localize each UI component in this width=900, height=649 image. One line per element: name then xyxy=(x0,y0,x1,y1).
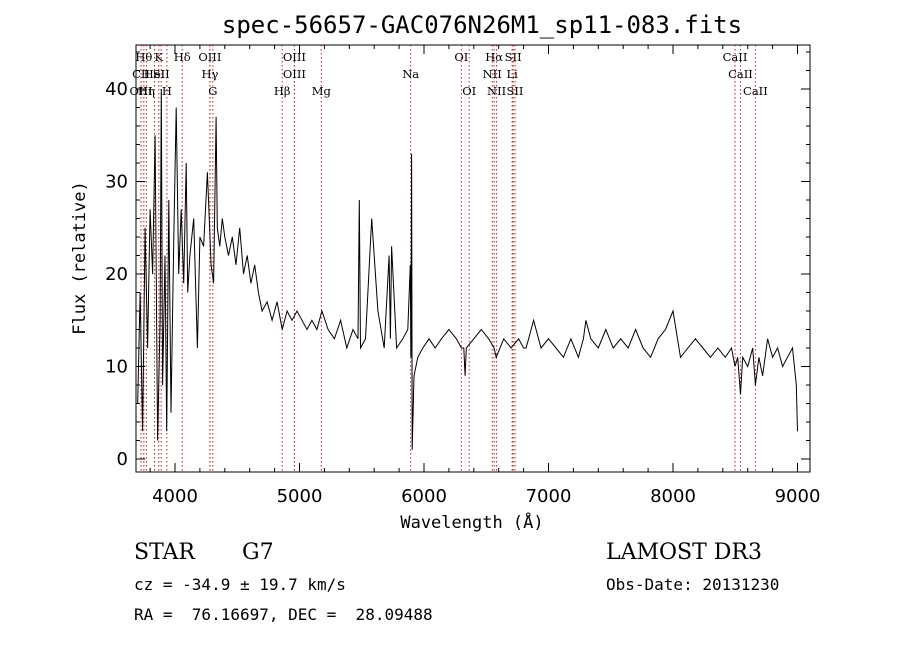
coordinates: RA = 76.16697, DEC = 28.09488 xyxy=(134,605,433,624)
line-marker-label: Na xyxy=(402,67,419,81)
line-marker-label: K xyxy=(155,50,164,64)
line-marker-label: Li xyxy=(506,67,518,81)
line-marker-label: OI xyxy=(454,50,468,64)
x-tick-label: 4000 xyxy=(152,486,198,507)
line-marker-label: Hη xyxy=(138,84,155,98)
line-marker-label: Hα xyxy=(485,50,503,64)
line-marker-label: Mg xyxy=(312,84,332,98)
line-marker-label: CaII xyxy=(723,50,748,64)
x-tick-label: 7000 xyxy=(526,486,572,507)
line-marker-label: Hβ xyxy=(274,84,291,98)
x-tick-label: 8000 xyxy=(650,486,696,507)
line-marker-label: SII xyxy=(153,67,170,81)
line-marker-label: OIII xyxy=(283,50,306,64)
y-axis-label: Flux (relative) xyxy=(70,181,90,335)
chart-title: spec-56657-GAC076N26M1_sp11-083.fits xyxy=(222,11,742,39)
axis-tick-labels: 4000 5000 6000 7000 8000 9000 0 10 20 30 40 xyxy=(105,79,820,507)
y-tick-label: 0 xyxy=(117,449,128,470)
y-tick-label: 30 xyxy=(105,172,128,193)
spectral-line-markers xyxy=(140,45,756,472)
y-tick-label: 20 xyxy=(105,264,128,285)
line-marker-label: HeI xyxy=(144,67,165,81)
x-axis-label: Wavelength (Å) xyxy=(400,511,543,533)
redshift-cz: cz = -34.9 ± 19.7 km/s xyxy=(134,575,346,594)
line-marker-label: H xyxy=(162,84,172,98)
line-marker-label: Hδ xyxy=(174,50,191,64)
x-tick-label: 9000 xyxy=(775,486,821,507)
object-type: STAR xyxy=(134,540,195,565)
line-marker-label: SII xyxy=(505,50,522,64)
line-marker-label: SII xyxy=(507,84,524,98)
line-marker-label: Hγ xyxy=(202,67,219,81)
plot-frame xyxy=(135,44,811,473)
y-tick-label: 40 xyxy=(105,79,128,100)
line-marker-label: OIII xyxy=(283,67,306,81)
line-marker-label: G xyxy=(208,84,217,98)
x-tick-label: 6000 xyxy=(401,486,447,507)
line-marker-label: OI xyxy=(462,84,476,98)
line-marker-label: Hθ xyxy=(135,50,152,64)
line-marker-label: OIII xyxy=(129,84,152,98)
spectrum-line xyxy=(137,88,798,450)
object-subclass: G7 xyxy=(242,540,274,565)
line-marker-label: NII xyxy=(483,67,502,81)
survey-name: LAMOST DR3 xyxy=(606,540,762,565)
y-tick-label: 10 xyxy=(105,357,128,378)
line-marker-label: CaII xyxy=(728,67,753,81)
line-marker-label: NII xyxy=(487,84,506,98)
axis-ticks xyxy=(136,45,810,472)
observation-date: Obs-Date: 20131230 xyxy=(606,575,780,594)
x-tick-label: 5000 xyxy=(277,486,323,507)
line-marker-label: OIII xyxy=(198,50,221,64)
line-marker-label: CaII xyxy=(743,84,768,98)
